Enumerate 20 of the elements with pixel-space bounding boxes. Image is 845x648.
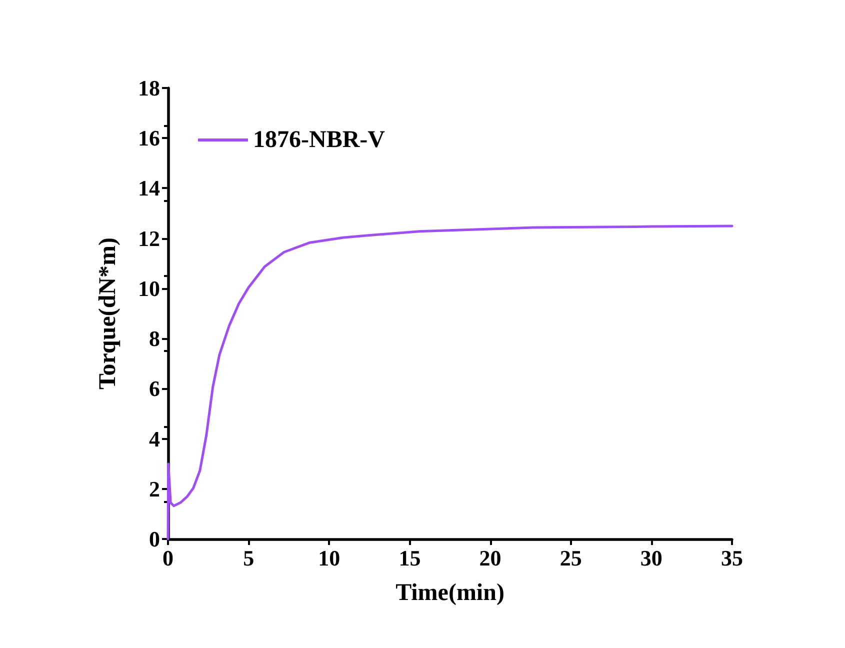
x-tick-label: 25 bbox=[560, 546, 582, 570]
y-tick-label: 16 bbox=[138, 126, 160, 151]
y-tick-label: 2 bbox=[149, 476, 160, 502]
legend-label: 1876-NBR-V bbox=[253, 127, 386, 153]
y-axis-title: Torque(dN*m) bbox=[95, 237, 121, 390]
y-tick-label: 6 bbox=[149, 376, 160, 402]
y-tick-label: 18 bbox=[138, 76, 160, 100]
x-tick-label: 5 bbox=[243, 546, 254, 570]
x-tick-label: 10 bbox=[318, 546, 340, 570]
x-tick-label: 35 bbox=[721, 546, 743, 570]
y-tick-label: 10 bbox=[138, 276, 160, 301]
x-tick-label: 20 bbox=[479, 546, 502, 570]
x-tick-label: 15 bbox=[398, 546, 421, 570]
y-tick-label: 4 bbox=[149, 426, 160, 452]
y-tick-label: 14 bbox=[138, 176, 160, 201]
x-axis-title: Time(min) bbox=[396, 580, 504, 606]
y-tick-label: 12 bbox=[138, 226, 160, 251]
x-tick-label: 30 bbox=[640, 546, 662, 570]
y-tick-label: 0 bbox=[149, 526, 160, 552]
y-tick-label: 8 bbox=[149, 326, 160, 352]
